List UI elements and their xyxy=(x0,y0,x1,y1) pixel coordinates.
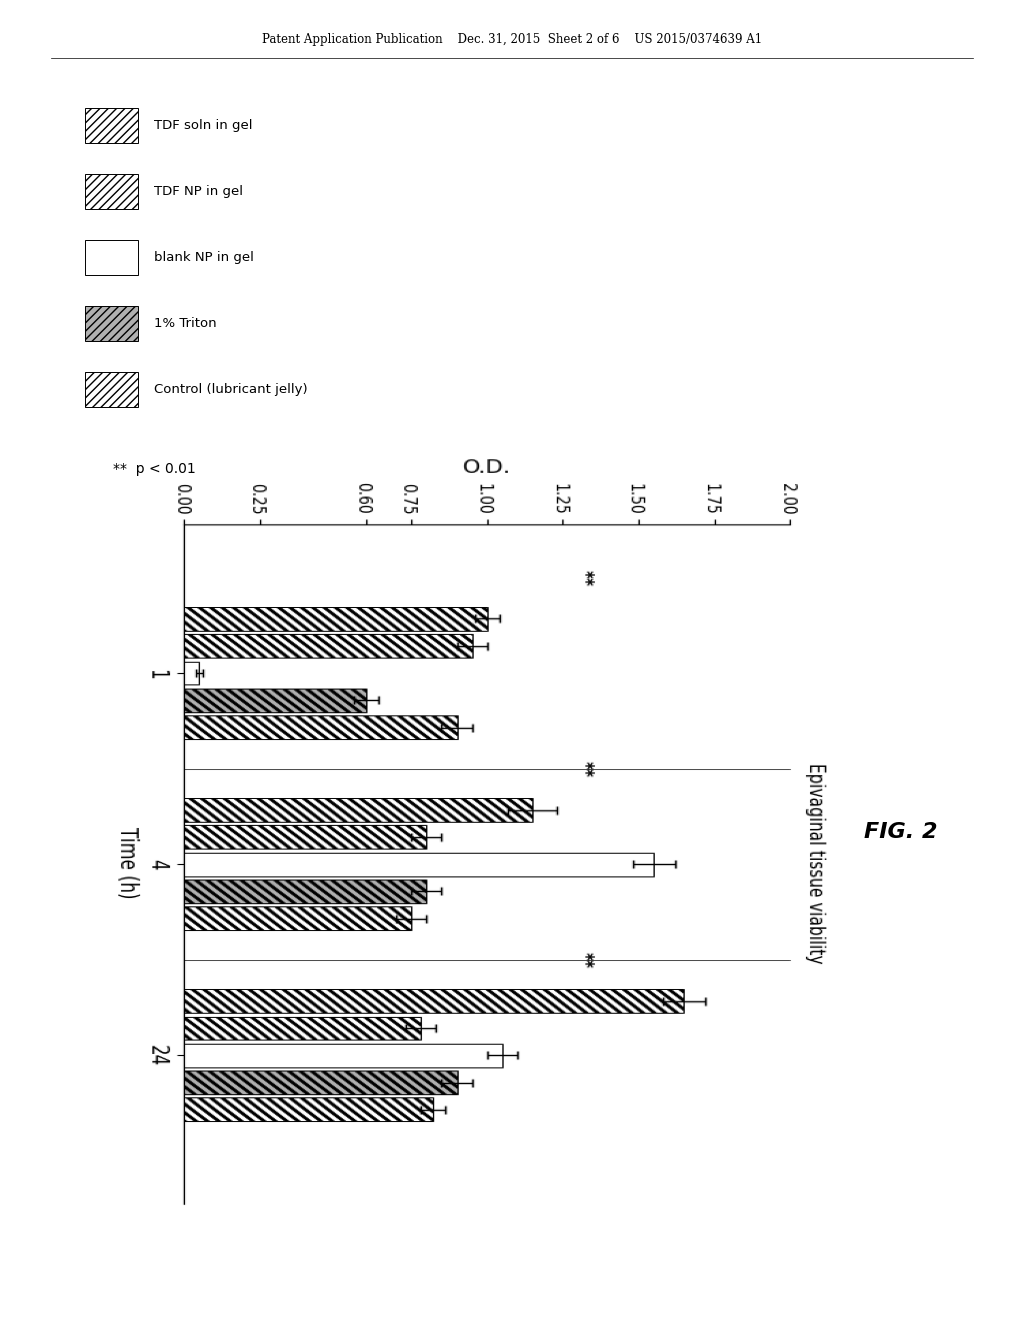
Text: Patent Application Publication    Dec. 31, 2015  Sheet 2 of 6    US 2015/0374639: Patent Application Publication Dec. 31, … xyxy=(262,33,762,46)
Text: Control (lubricant jelly): Control (lubricant jelly) xyxy=(154,383,307,396)
Text: 1% Triton: 1% Triton xyxy=(154,317,216,330)
Text: **  p < 0.01: ** p < 0.01 xyxy=(113,462,196,477)
Text: TDF soln in gel: TDF soln in gel xyxy=(154,119,252,132)
Text: FIG. 2: FIG. 2 xyxy=(864,821,938,842)
Text: blank NP in gel: blank NP in gel xyxy=(154,251,254,264)
Text: TDF NP in gel: TDF NP in gel xyxy=(154,185,243,198)
